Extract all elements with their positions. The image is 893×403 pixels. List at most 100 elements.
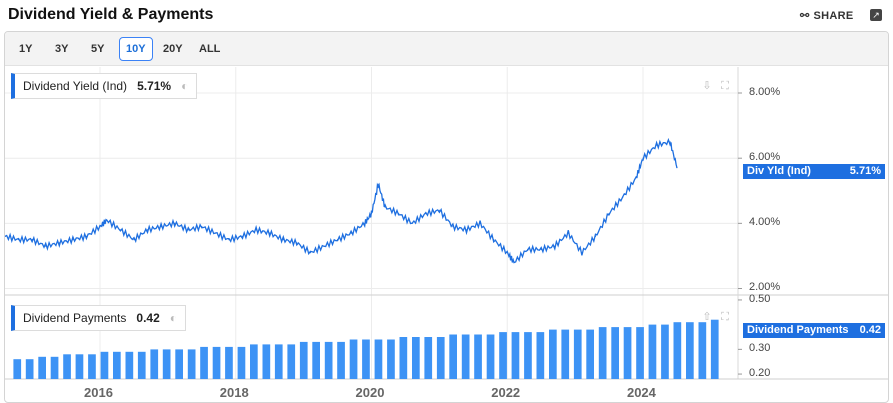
chart-canvas[interactable] <box>5 67 888 403</box>
range-20y[interactable]: 20Y <box>163 43 183 55</box>
payment-bar <box>710 319 719 379</box>
yield-point <box>364 222 366 224</box>
payment-bar <box>187 349 196 379</box>
share-label: SHARE <box>813 9 854 22</box>
y-tick-label: 0.30 <box>749 342 771 355</box>
yield-point <box>655 144 658 146</box>
eye-icon[interactable]: ◐ <box>181 79 189 93</box>
payment-bar <box>524 332 532 379</box>
yield-point <box>581 252 583 254</box>
y-tick-label: 8.00% <box>749 86 781 99</box>
yield-point <box>438 209 440 211</box>
yield-point <box>241 235 244 237</box>
yield-point <box>506 252 508 254</box>
yield-point <box>269 232 271 234</box>
eye-icon[interactable]: ◐ <box>169 311 177 325</box>
yield-point <box>160 226 162 228</box>
payment-bar <box>636 327 644 379</box>
yield-point <box>370 212 373 215</box>
payment-bar <box>212 346 221 379</box>
y-tick-label: 6.00% <box>749 151 781 164</box>
yield-point <box>106 219 108 221</box>
yield-point <box>622 196 624 198</box>
yield-point <box>608 212 610 215</box>
payment-bar <box>461 334 470 379</box>
range-all[interactable]: ALL <box>199 43 221 55</box>
x-tick-label: 2020 <box>355 385 385 400</box>
payment-bar <box>661 324 669 379</box>
fullscreen-icon[interactable]: ⛶ <box>721 311 729 323</box>
yield-point <box>669 141 671 143</box>
payment-bar <box>511 332 520 379</box>
yield-point <box>146 229 149 231</box>
payment-bar <box>162 349 171 379</box>
yield-point <box>5 235 6 237</box>
payment-bar <box>374 339 383 379</box>
yield-tag-label: Div Yld (Ind) <box>747 165 811 177</box>
payment-bar <box>486 334 495 379</box>
range-1y[interactable]: 1Y <box>19 43 33 55</box>
yield-point <box>214 232 216 234</box>
yield-point <box>479 222 481 224</box>
y-tick-label: 4.00% <box>749 216 781 229</box>
yield-point <box>411 222 413 224</box>
x-tick-label: 2016 <box>84 385 113 400</box>
payment-bar <box>598 327 607 379</box>
yield-point <box>31 239 33 241</box>
payment-bar <box>586 329 594 379</box>
payment-bar <box>100 351 109 379</box>
payment-bar <box>137 351 146 379</box>
payment-bar <box>63 354 71 379</box>
yield-point <box>398 212 400 215</box>
payment-bar <box>88 354 96 379</box>
yield-tag-value: 5.71% <box>849 165 881 177</box>
yield-legend-value: 5.71% <box>137 79 172 93</box>
yield-point <box>228 239 230 241</box>
payment-bar <box>75 354 84 379</box>
yield-legend: Dividend Yield (Ind) 5.71% ◐ <box>11 73 198 99</box>
restore-icon[interactable]: ⇧ <box>702 311 712 323</box>
yield-point <box>493 239 495 241</box>
payment-bar <box>686 322 694 379</box>
yield-point <box>554 245 556 247</box>
fullscreen-icon[interactable]: ⛶ <box>721 80 729 92</box>
yield-point <box>296 242 298 244</box>
header: Dividend Yield & Payments ⚯ SHARE ↗ <box>0 0 893 30</box>
yield-point <box>17 239 20 241</box>
download-icon[interactable]: ⇩ <box>702 80 712 92</box>
payments-legend-value: 0.42 <box>136 311 160 325</box>
yield-point <box>72 239 74 241</box>
yield-point <box>201 226 203 228</box>
payment-bar <box>474 334 482 379</box>
yield-point <box>85 235 88 237</box>
payment-bar <box>673 322 682 379</box>
share-button[interactable]: ⚯ SHARE <box>800 9 854 23</box>
payment-bar <box>250 344 258 379</box>
open-external-icon[interactable]: ↗ <box>870 9 882 21</box>
yield-point <box>119 229 121 231</box>
range-10y[interactable]: 10Y <box>119 37 153 61</box>
payment-bar <box>623 327 632 379</box>
yield-price-tag: Div Yld (Ind) 5.71% <box>743 164 885 179</box>
yield-point <box>45 245 47 247</box>
yield-point <box>174 222 176 224</box>
range-5y[interactable]: 5Y <box>91 43 105 55</box>
yield-point <box>452 226 454 228</box>
payment-bar <box>175 349 183 379</box>
yield-point <box>350 232 352 234</box>
range-selector: 1Y 3Y 5Y 10Y 20Y ALL <box>5 32 888 66</box>
payment-bar <box>499 332 507 379</box>
payment-bar <box>424 337 433 379</box>
yield-point <box>377 183 379 185</box>
share-icon: ⚯ <box>800 10 810 22</box>
payment-bar <box>536 332 545 379</box>
yield-point <box>323 245 325 247</box>
yield-point <box>336 239 339 241</box>
payment-bar <box>399 337 408 379</box>
yield-point <box>282 239 284 241</box>
payment-bar <box>337 341 345 379</box>
yield-point <box>465 229 468 231</box>
yield-point <box>540 248 542 250</box>
payments-tag-value: 0.42 <box>859 324 881 336</box>
range-3y[interactable]: 3Y <box>55 43 69 55</box>
